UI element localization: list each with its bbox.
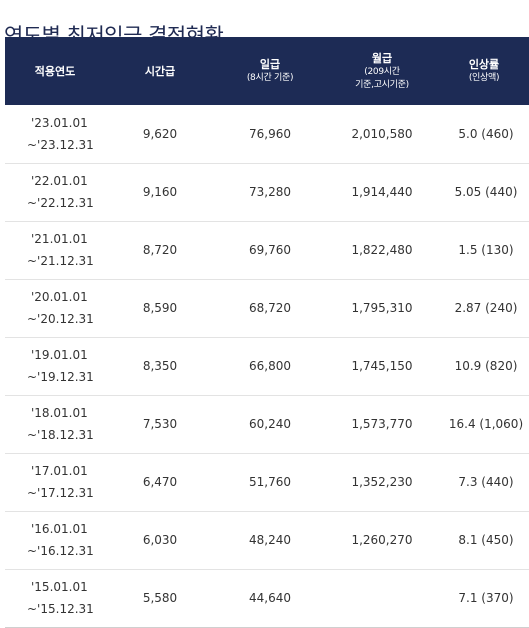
header-rate: 인상률 (인상액) (439, 37, 529, 105)
cell-monthly: 1,822,480 (351, 243, 413, 257)
year-start: '20.01.01 (31, 290, 88, 304)
cell-hourly: 6,030 (142, 533, 178, 547)
table-row: '23.01.01 ~'23.12.31 9,620 76,960 2,010,580 5… (5, 105, 529, 163)
table-row: '15.01.01 ~'15.12.31 5,580 44,640 7.1 (370) (5, 569, 529, 627)
cell-monthly: 1,795,310 (351, 301, 413, 315)
cell-year: '21.01.01 ~'21.12.31 (5, 221, 105, 279)
cell-hourly: 8,590 (142, 301, 178, 315)
year-start: '15.01.01 (31, 580, 88, 594)
header-daily-label: 일급 (259, 58, 281, 71)
year-end: ~'19.12.31 (27, 370, 94, 384)
header-monthly-sub-1: (209시간 (364, 66, 400, 77)
header-rate-sub: (인상액) (468, 73, 500, 83)
cell-hourly: 9,620 (142, 126, 178, 141)
cell-rate: 16.4 (1,060) (448, 417, 524, 431)
cell-monthly: 1,745,150 (351, 359, 413, 373)
table-row: '19.01.01 ~'19.12.31 8,350 66,800 1,745,150 1… (5, 337, 529, 395)
page-title: 연도별 최저임금 결정현황 (4, 24, 224, 49)
cell-daily: 60,240 (249, 417, 291, 431)
cell-rate: 10.9 (820) (454, 359, 518, 373)
cell-daily: 44,640 (249, 591, 291, 605)
cell-daily: 48,240 (249, 533, 291, 547)
table-header-row: 적용연도 시간급 일급 (8시간 기준) 월급 (209시간 기준,고시기준) … (5, 37, 529, 105)
year-end: ~'18.12.31 (27, 428, 94, 442)
table-row: '18.01.01 ~'18.12.31 7,530 60,240 1,573,770 1… (5, 395, 529, 453)
year-start: '18.01.01 (31, 406, 88, 420)
header-monthly-label: 월급 (371, 51, 393, 65)
cell-daily: 73,280 (249, 185, 291, 199)
cell-daily: 66,800 (249, 359, 291, 373)
year-end: ~'23.12.31 (27, 137, 94, 152)
table-row: '22.01.01 ~'22.12.31 9,160 73,280 1,914,440 5… (5, 163, 529, 221)
cell-year: '18.01.01 ~'18.12.31 (5, 395, 105, 453)
header-daily: 일급 (8시간 기준) (215, 37, 325, 105)
year-start: '19.01.01 (31, 348, 88, 362)
cell-rate: 2.87 (240) (454, 301, 518, 315)
cell-monthly: 1,260,270 (351, 533, 413, 547)
year-start: '17.01.01 (31, 464, 88, 478)
table-row: '17.01.01 ~'17.12.31 6,470 51,760 1,352,230 7… (5, 453, 529, 511)
year-end: ~'20.12.31 (27, 312, 94, 326)
header-rate-label: 인상률 (468, 58, 500, 71)
cell-year: '17.01.01 ~'17.12.31 (5, 453, 105, 511)
year-start: '23.01.01 (31, 115, 88, 130)
year-start: '21.01.01 (31, 232, 88, 246)
cell-year: '22.01.01 ~'22.12.31 (5, 163, 105, 221)
year-end: ~'22.12.31 (27, 196, 94, 210)
table-body: '23.01.01 ~'23.12.31 9,620 76,960 2,010,580 5… (5, 105, 529, 627)
cell-monthly: 1,914,440 (351, 185, 413, 199)
cell-daily: 69,760 (249, 243, 291, 257)
cell-year: '20.01.01 ~'20.12.31 (5, 279, 105, 337)
cell-rate: 7.3 (440) (458, 475, 514, 489)
cell-hourly: 6,470 (142, 475, 178, 489)
header-hourly-label: 시간급 (144, 64, 176, 78)
cell-hourly: 5,580 (142, 591, 178, 605)
cell-monthly: 2,010,580 (351, 126, 413, 141)
cell-rate: 5.05 (440) (454, 185, 518, 199)
header-year: 적용연도 (5, 37, 105, 105)
cell-rate: 5.0 (460) (458, 126, 514, 141)
cell-year: '15.01.01 ~'15.12.31 (5, 569, 105, 627)
cell-monthly: 1,352,230 (351, 475, 413, 489)
cell-daily: 51,760 (249, 475, 291, 489)
cell-year: '23.01.01 ~'23.12.31 (5, 105, 105, 163)
cell-hourly: 9,160 (142, 185, 178, 199)
header-monthly: 월급 (209시간 기준,고시기준) (325, 37, 439, 105)
table-row: '21.01.01 ~'21.12.31 8,720 69,760 1,822,480 1… (5, 221, 529, 279)
year-end: ~'17.12.31 (27, 486, 94, 500)
header-year-label: 적용연도 (34, 64, 76, 78)
table-row: '16.01.01 ~'16.12.31 6,030 48,240 1,260,270 8… (5, 511, 529, 569)
cell-hourly: 7,530 (142, 417, 178, 431)
header-daily-sub: (8시간 기준) (246, 73, 294, 83)
year-end: ~'15.12.31 (27, 602, 94, 616)
header-hourly: 시간급 (105, 37, 215, 105)
year-start: '22.01.01 (31, 174, 88, 188)
cell-year: '19.01.01 ~'19.12.31 (5, 337, 105, 395)
cell-rate: 8.1 (450) (458, 533, 514, 547)
table-row: '20.01.01 ~'20.12.31 8,590 68,720 1,795,310 2… (5, 279, 529, 337)
cell-monthly: 1,573,770 (351, 417, 413, 431)
cell-daily: 68,720 (249, 301, 291, 315)
cell-rate: 1.5 (130) (458, 243, 514, 257)
cell-monthly (325, 569, 439, 627)
cell-daily: 76,960 (249, 126, 291, 141)
cell-hourly: 8,720 (142, 243, 178, 257)
cell-rate: 7.1 (370) (458, 591, 514, 605)
header-monthly-sub-2: 기준,고시기준) (355, 79, 409, 90)
minimum-wage-table: 적용연도 시간급 일급 (8시간 기준) 월급 (209시간 기준,고시기준) … (5, 37, 529, 628)
year-end: ~'16.12.31 (27, 544, 94, 558)
cell-year: '16.01.01 ~'16.12.31 (5, 511, 105, 569)
table-header: 적용연도 시간급 일급 (8시간 기준) 월급 (209시간 기준,고시기준) … (5, 37, 529, 105)
cell-hourly: 8,350 (142, 359, 178, 373)
year-end: ~'21.12.31 (27, 254, 94, 268)
year-start: '16.01.01 (31, 522, 88, 536)
